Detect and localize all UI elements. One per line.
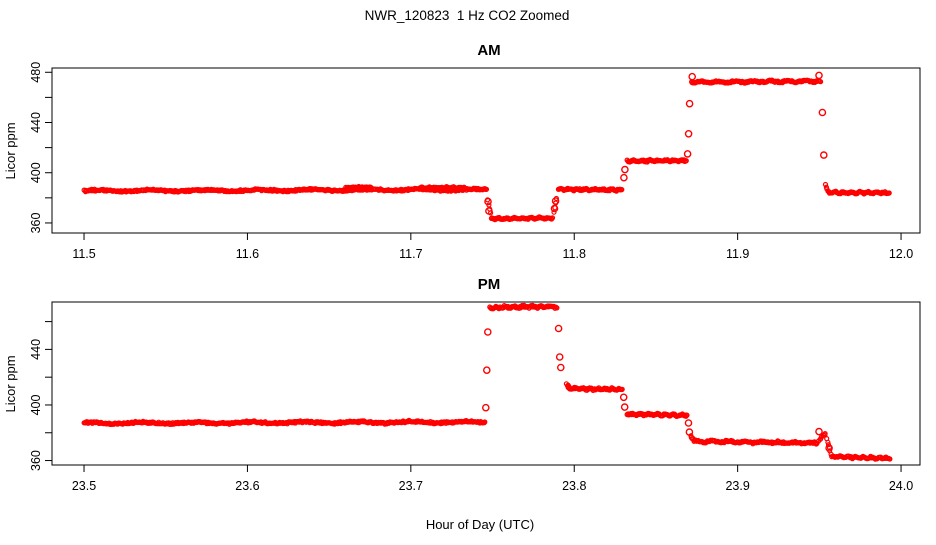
pm-x-tick-label: 23.5 <box>72 479 96 493</box>
pm-y-tick-label: 360 <box>29 450 43 471</box>
pm-transition-point <box>555 353 564 361</box>
am-plot-frame <box>51 67 921 234</box>
am-transition-point <box>551 197 560 205</box>
pm-transition-point <box>825 444 833 452</box>
chart-title: NWR_120823 1 Hz CO2 Zoomed <box>365 8 570 23</box>
am-transition-point <box>683 150 692 158</box>
am-transition-point <box>688 72 697 81</box>
am-y-tick-label: 400 <box>29 162 43 183</box>
pm-transition-point <box>554 324 563 333</box>
pm-panel-title: PM <box>478 276 501 293</box>
am-transition-point <box>818 108 827 117</box>
pm-transition-point <box>481 403 490 412</box>
am-transition-point <box>485 207 493 215</box>
pm-transition-point <box>685 428 694 436</box>
pm-panel-plot-area: 23.5 23.6 23.7 23.8 23.9 24.0 360 400 440 <box>29 301 921 493</box>
pm-x-tick-label: 23.8 <box>562 479 586 493</box>
am-transition-point <box>815 71 823 80</box>
am-x-tick-label: 11.5 <box>72 247 95 261</box>
am-panel-title: AM <box>477 42 500 59</box>
pm-data-points <box>81 302 893 462</box>
am-x-tick-label: 11.6 <box>236 247 259 261</box>
pm-y-tick-label: 440 <box>29 339 43 360</box>
pm-x-tick-label: 23.9 <box>725 479 749 493</box>
am-x-tick-label: 11.8 <box>563 247 586 261</box>
am-x-tick-label: 12.0 <box>889 247 913 261</box>
pm-transition-point <box>684 419 693 427</box>
am-transition-point <box>684 129 693 138</box>
pm-transition-point <box>482 366 491 375</box>
am-y-axis-label: Licor ppm <box>3 122 18 179</box>
am-y-tick-label: 480 <box>29 62 43 83</box>
pm-transition-point <box>619 393 628 402</box>
am-transition-point <box>550 204 559 213</box>
pm-transition-point <box>620 403 629 411</box>
pm-x-tick-label: 24.0 <box>889 479 913 493</box>
am-x-tick-label: 11.9 <box>726 247 749 261</box>
am-y-tick-label: 360 <box>29 212 43 233</box>
am-x-tick-label: 11.7 <box>399 247 422 261</box>
pm-x-tick-label: 23.7 <box>399 479 423 493</box>
pm-y-axis-label: Licor ppm <box>3 355 18 412</box>
pm-plot-frame <box>51 301 921 466</box>
am-panel-plot-area: 11.5 11.6 11.7 11.8 11.9 12.0 360 400 440 480 <box>29 62 921 261</box>
am-data-points <box>81 71 892 223</box>
pm-transition-point <box>815 427 823 436</box>
am-transition-point <box>620 173 628 182</box>
pm-transition-point <box>483 328 492 336</box>
pm-transition-point <box>557 363 565 372</box>
x-axis-label: Hour of Day (UTC) <box>426 517 534 532</box>
am-transition-point <box>484 197 492 206</box>
am-transition-point <box>820 151 828 159</box>
am-y-tick-label: 440 <box>29 112 43 133</box>
pm-y-tick-label: 400 <box>29 394 43 415</box>
am-transition-point <box>685 99 694 108</box>
am-transition-point <box>621 165 629 174</box>
pm-x-tick-label: 23.6 <box>235 479 259 493</box>
